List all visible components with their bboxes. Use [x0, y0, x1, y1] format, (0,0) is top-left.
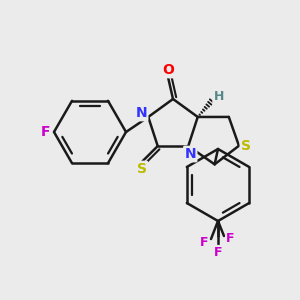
- Text: F: F: [214, 245, 222, 259]
- Text: N: N: [136, 106, 147, 120]
- Text: O: O: [162, 63, 174, 77]
- Text: S: S: [241, 139, 251, 153]
- Text: H: H: [214, 91, 224, 103]
- Text: F: F: [226, 232, 234, 245]
- Text: F: F: [200, 236, 208, 248]
- Text: S: S: [137, 162, 147, 176]
- Text: N: N: [184, 147, 196, 161]
- Text: F: F: [41, 125, 51, 139]
